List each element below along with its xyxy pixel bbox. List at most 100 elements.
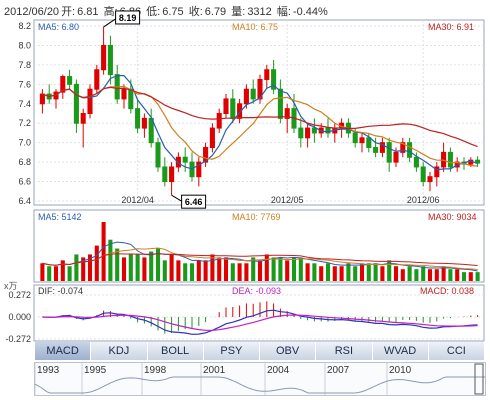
volume-bar <box>155 248 161 281</box>
low-value: 6.75 <box>162 6 184 18</box>
volume-bar <box>183 263 188 281</box>
tab-obv[interactable]: OBV <box>259 342 316 360</box>
candle-body <box>121 88 127 100</box>
price-x-tick: 2012/04 <box>121 195 154 205</box>
price-ma5-line <box>42 75 478 171</box>
indicator-tabs: MACD KDJ BOLL PSY OBV RSI WVAD CCI <box>34 342 484 360</box>
open-value: 6.81 <box>77 6 99 18</box>
volume-bar <box>230 263 235 281</box>
volume-bar <box>298 257 303 281</box>
candle-body <box>379 142 385 153</box>
candle-body <box>175 156 181 168</box>
candle-body <box>73 83 79 124</box>
volume-bar <box>305 263 310 281</box>
price-ma5-label: MA5: 6.80 <box>38 22 80 32</box>
quote-date: 2012/06/20 <box>4 6 60 18</box>
volume-bar <box>169 254 174 281</box>
macd-panel-frame <box>33 284 485 342</box>
volume-bar <box>366 263 371 281</box>
close-value: 6.79 <box>204 6 227 18</box>
volume-bar <box>325 263 331 281</box>
price-y-tick: 7.6 <box>18 79 31 89</box>
volume-ma5-label: MA5: 5142 <box>38 212 82 222</box>
candle-body <box>250 88 256 100</box>
candle-body <box>352 132 358 144</box>
price-y-tick: 6.6 <box>18 177 31 187</box>
tab-rsi[interactable]: RSI <box>315 342 372 360</box>
candle-body <box>141 117 147 129</box>
overview-range-handle[interactable] <box>474 363 484 395</box>
candle-body <box>359 137 365 144</box>
overview-year-label: 2010 <box>389 365 412 376</box>
min-marker-label: 6.46 <box>185 197 203 207</box>
low-label: 低: <box>146 6 161 18</box>
volume-bar <box>67 266 72 281</box>
price-y-tick: 7.2 <box>18 118 31 128</box>
volume-bar <box>47 266 52 281</box>
volume-bar <box>101 222 106 281</box>
volume-bar <box>217 257 222 281</box>
macd-value-label: MACD: 0.038 <box>420 286 475 296</box>
macd-dea-line <box>42 314 478 331</box>
volume-bar <box>441 266 446 281</box>
volume-bar <box>448 269 453 281</box>
open-label: 开: <box>61 6 76 18</box>
volume-bar <box>380 266 385 281</box>
volume-bar <box>285 260 290 281</box>
min-marker-line <box>171 194 182 202</box>
price-panel-frame <box>33 19 485 206</box>
candle-body <box>413 156 419 168</box>
candle-body <box>311 127 317 134</box>
volume-bar <box>387 260 392 281</box>
volume-bar <box>271 257 276 281</box>
volume-bar <box>407 266 412 281</box>
change-value: -0.44% <box>292 6 328 18</box>
volume-bar <box>244 263 249 281</box>
candle-body <box>277 88 283 119</box>
tab-cci[interactable]: CCI <box>427 342 484 360</box>
price-ma30-line <box>42 86 478 148</box>
macd-y-tick: -0.272 <box>5 334 31 344</box>
candle-body <box>420 166 426 183</box>
volume-bar <box>346 263 351 281</box>
candle-body <box>223 98 229 114</box>
volume-value: 3312 <box>247 6 272 18</box>
volume-bar <box>400 269 405 281</box>
volume-bar <box>203 260 208 281</box>
candle-body <box>196 161 202 178</box>
candle-body <box>407 142 413 158</box>
volume-bar <box>94 245 99 281</box>
overview-year-label: 1995 <box>84 365 107 376</box>
volume-bar <box>373 263 378 281</box>
price-y-tick: 8.0 <box>18 40 31 50</box>
price-y-tick: 7.4 <box>18 99 31 109</box>
candle-body <box>447 151 453 168</box>
overview-year-label: 1998 <box>144 365 167 376</box>
price-x-tick: 2012/06 <box>407 195 440 205</box>
price-x-tick: 2012/05 <box>271 195 304 205</box>
overview-year-label: 2007 <box>327 365 350 376</box>
max-marker-line <box>103 18 116 28</box>
tab-wvad[interactable]: WVAD <box>371 342 428 360</box>
tab-kdj[interactable]: KDJ <box>90 342 147 360</box>
candle-body <box>155 142 161 168</box>
tab-boll[interactable]: BOLL <box>146 342 203 360</box>
history-overview[interactable]: 1993 1995 1998 2001 2004 2007 2010 <box>34 362 486 396</box>
volume-bar <box>455 269 460 281</box>
candle-body <box>162 166 168 183</box>
tab-psy[interactable]: PSY <box>202 342 259 360</box>
volume-bar <box>434 269 439 281</box>
candle-body <box>386 142 392 163</box>
volume-bar <box>339 266 344 281</box>
overview-year-label: 2001 <box>203 365 226 376</box>
candle-body <box>284 108 290 119</box>
volume-ma30-line <box>42 253 478 266</box>
candle-body <box>427 176 433 183</box>
min-marker-box <box>181 194 207 209</box>
candle-body <box>393 151 399 163</box>
tab-macd[interactable]: MACD <box>34 342 91 360</box>
candle-body <box>366 137 372 149</box>
history-overview-line <box>35 363 485 395</box>
candle-body <box>80 113 86 124</box>
